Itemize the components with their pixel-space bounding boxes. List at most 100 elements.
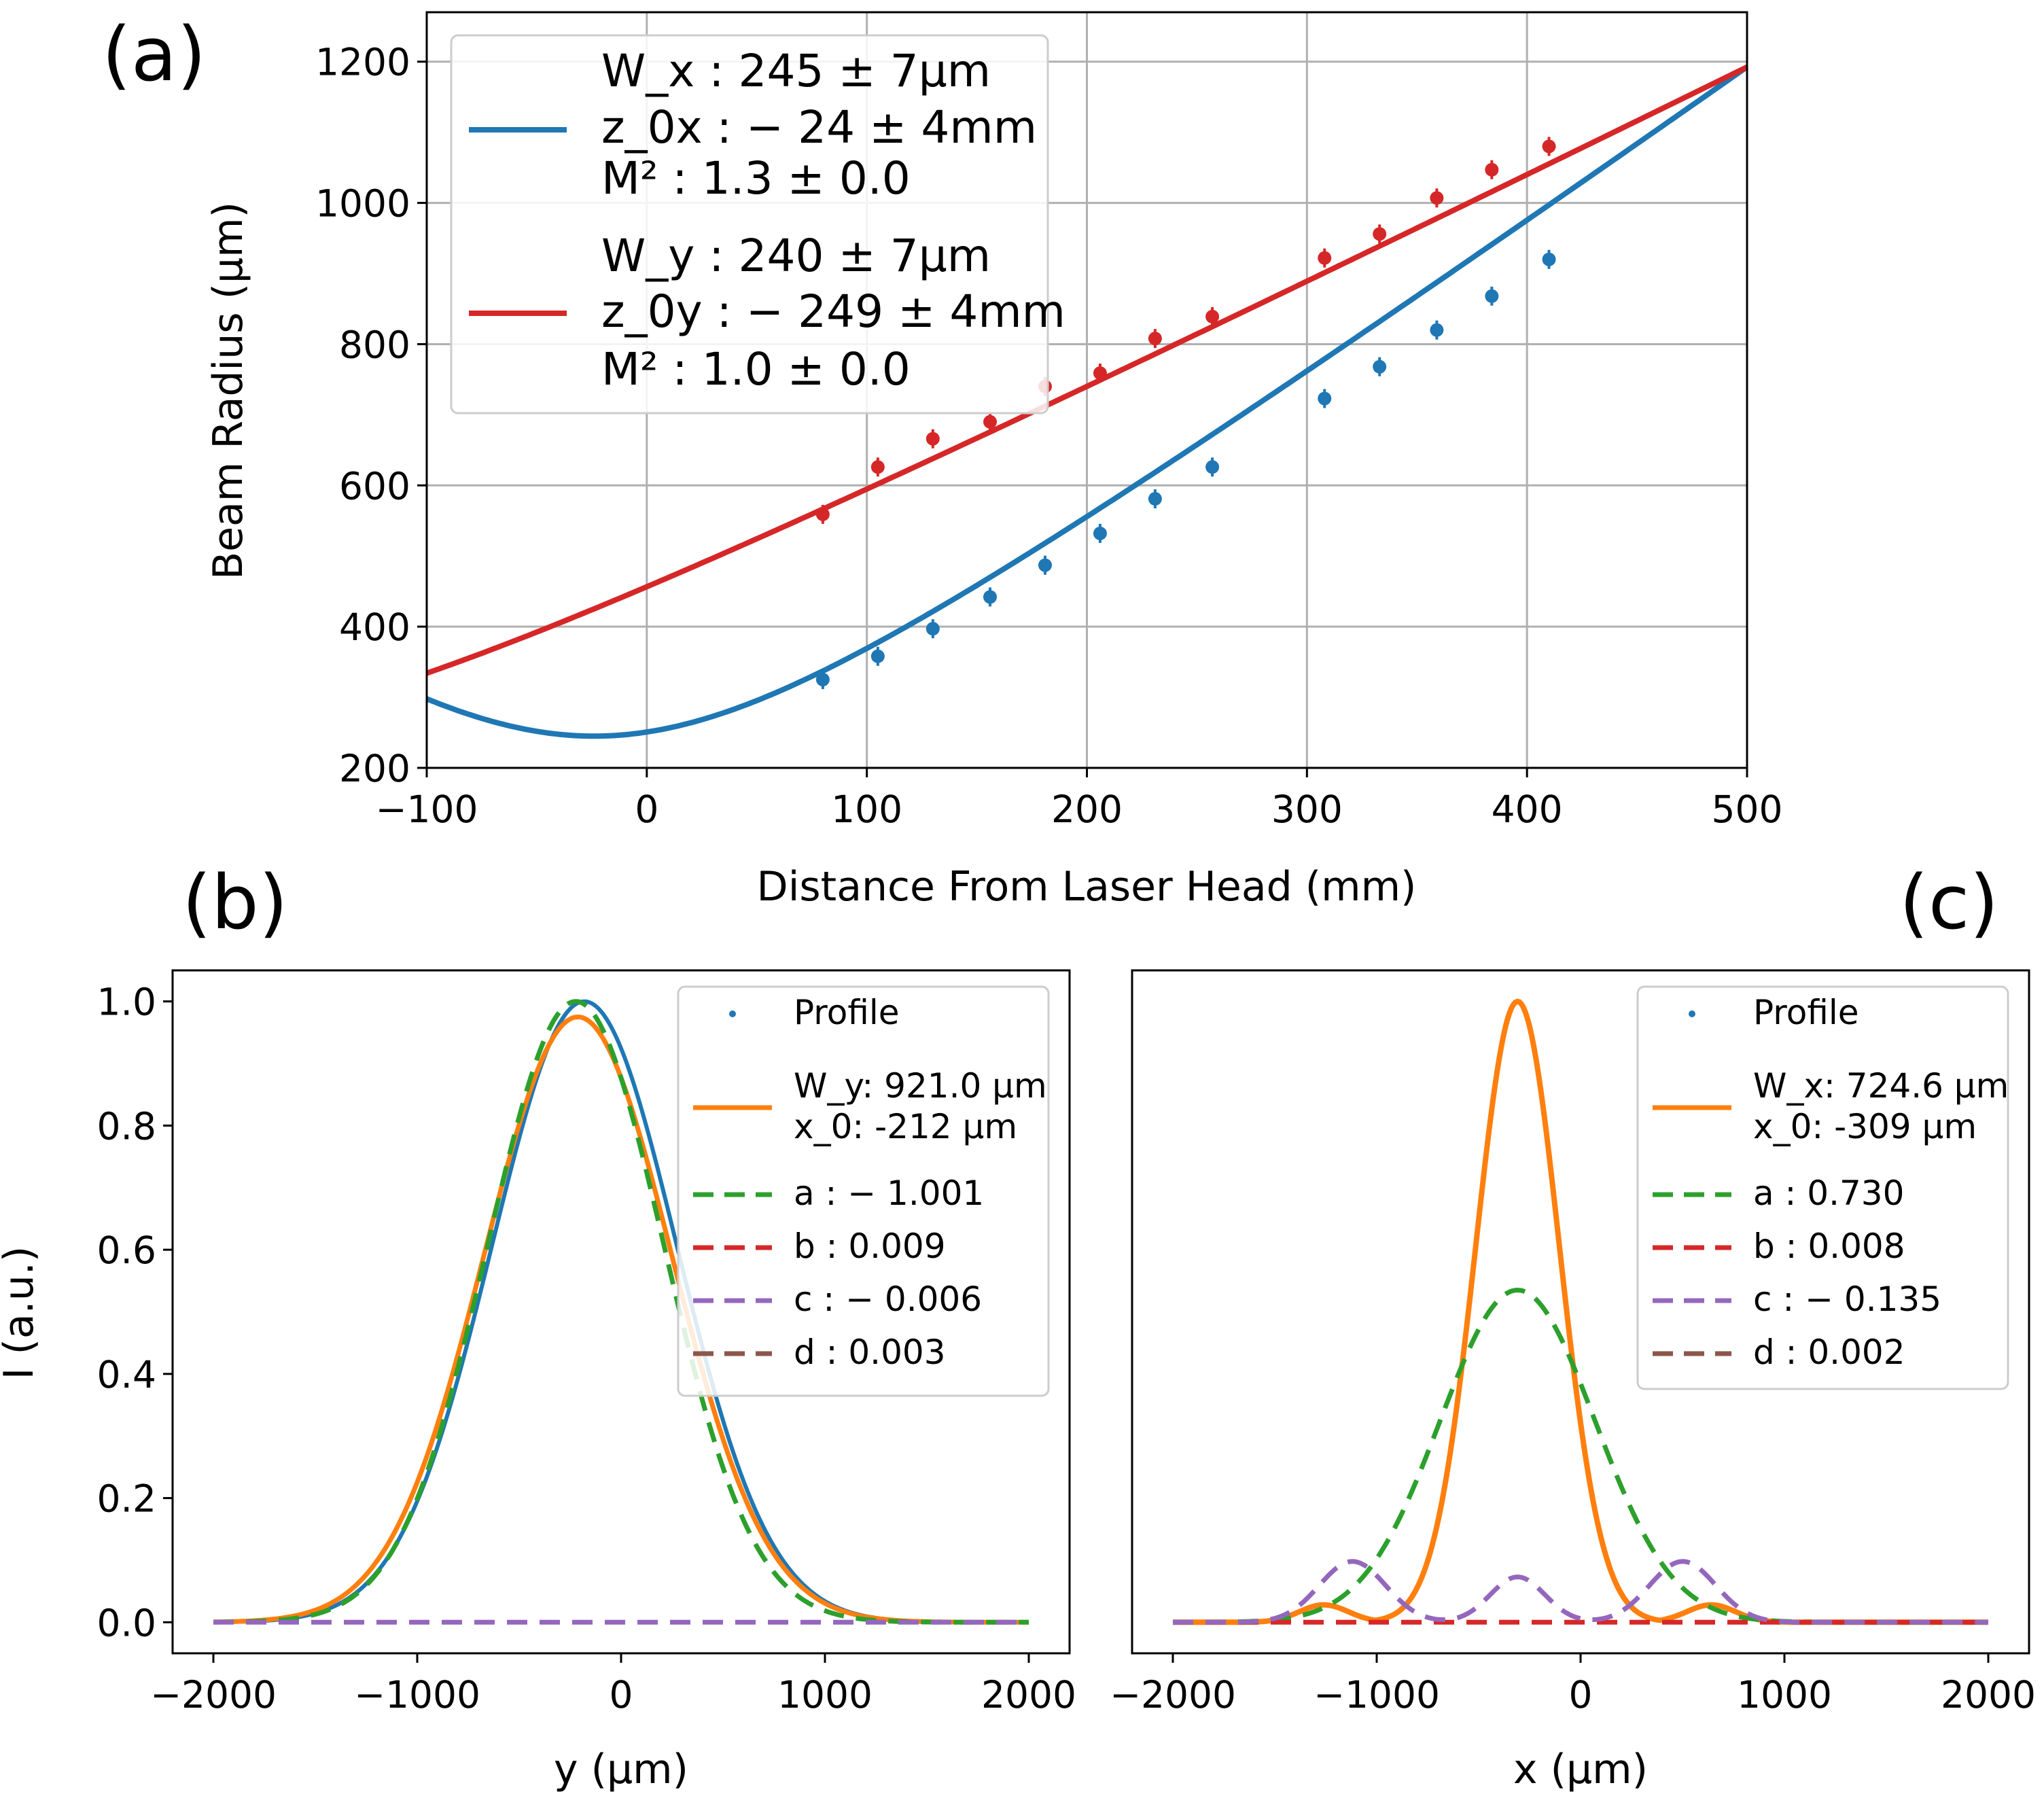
c-legend-text-3-0: b : 0.008 — [1753, 1227, 1905, 1266]
a-ylabel: Beam Radius (μm) — [205, 202, 252, 580]
c-legend: Profile W_x: 724.6 μmx_0: -309 μm a : 0.73… — [1636, 985, 2009, 1390]
chart-c: −2000 −1000 0 1000 2000 (c) x (μm) Profile W_… — [1110, 859, 2036, 1793]
c-legend-text-2-0: a : 0.730 — [1753, 1174, 1904, 1213]
c-legend-box — [1636, 985, 2009, 1390]
b-xtick-label: −2000 — [150, 1673, 277, 1716]
a-legend-m2x: M² : 1.3 ± 0.0 — [601, 152, 911, 205]
a-data-point — [1430, 323, 1444, 337]
c-xtick-label: 2000 — [1941, 1673, 2036, 1716]
b-legend-handle-0 — [729, 1010, 736, 1017]
a-data-point — [1038, 558, 1052, 572]
b-ticks: −2000 −1000 0 1000 2000 0.0 0.2 0.4 0.6 0.8 1.0 — [97, 981, 1076, 1716]
c-legend-text-1-1: x_0: -309 μm — [1753, 1107, 1977, 1146]
a-data-point — [1542, 252, 1556, 266]
c-legend-text-4-0: c : − 0.135 — [1753, 1280, 1941, 1319]
b-legend-text-3-0: b : 0.009 — [794, 1227, 946, 1266]
a-legend-wx: W_x : 245 ± 7μm — [601, 45, 991, 97]
a-data-point — [815, 507, 830, 521]
a-data-point — [1542, 139, 1556, 154]
b-ylabel: I (a.u.) — [0, 1246, 43, 1380]
a-data-point — [870, 460, 885, 474]
b-legend-text-1-1: x_0: -212 μm — [794, 1107, 1017, 1146]
a-legend-z0x: z_0x : − 24 ± 4mm — [601, 101, 1037, 154]
a-legend: W_x : 245 ± 7μm z_0x : − 24 ± 4mm M² : 1… — [450, 34, 1065, 415]
c-legend-text-1-0: W_x: 724.6 μm — [1753, 1066, 2009, 1106]
c-ticks: −2000 −1000 0 1000 2000 — [1110, 1653, 2036, 1716]
c-xlabel: x (μm) — [1513, 1746, 1648, 1793]
a-fit-line-1 — [425, 65, 1748, 676]
b-legend-text-1-0: W_y: 921.0 μm — [794, 1066, 1047, 1106]
a-data-point — [1373, 359, 1387, 374]
a-panel-label: (a) — [102, 11, 206, 98]
b-ytick-label: 0.6 — [97, 1229, 156, 1272]
b-xtick-label: 1000 — [777, 1673, 873, 1716]
b-a-term-line — [213, 999, 1029, 1625]
c-legend-text-0-0: Profile — [1753, 993, 1858, 1032]
a-data-point — [1485, 289, 1499, 303]
a-xtick-label: 200 — [1051, 788, 1123, 831]
c-xtick-label: −1000 — [1314, 1673, 1440, 1716]
c-legend-text-5-0: d : 0.002 — [1753, 1333, 1905, 1372]
c-c-term-line — [1173, 1559, 1988, 1625]
a-ytick-label: 200 — [339, 747, 410, 790]
a-data-point — [926, 622, 940, 636]
b-ytick-label: 0.8 — [97, 1104, 156, 1148]
a-data-point — [983, 590, 998, 604]
a-data-point — [1148, 332, 1162, 346]
a-ytick-label: 600 — [339, 464, 410, 508]
a-data-point — [870, 649, 885, 663]
a-data-point — [1430, 191, 1444, 205]
c-panel-label: (c) — [1899, 859, 1998, 946]
b-xtick-label: 0 — [610, 1673, 633, 1716]
a-data-point — [1093, 366, 1107, 381]
a-ytick-label: 1200 — [315, 41, 410, 84]
a-legend-z0y: z_0y : − 249 ± 4mm — [601, 285, 1065, 338]
chart-a: −100 0 100 200 300 400 500 200 400 600 800 1000 1200… — [102, 11, 1782, 911]
a-xtick-label: 0 — [635, 788, 658, 831]
a-legend-m2y: M² : 1.0 ± 0.0 — [601, 343, 911, 395]
a-ytick-label: 1000 — [315, 182, 410, 226]
a-data-point — [1093, 526, 1107, 540]
a-data-point — [926, 432, 940, 446]
c-xtick-label: −2000 — [1110, 1673, 1236, 1716]
c-legend-handle-0 — [1689, 1010, 1695, 1017]
b-xtick-label: 2000 — [981, 1673, 1076, 1716]
b-legend: Profile W_y: 921.0 μmx_0: -212 μm a : − 1.… — [677, 985, 1050, 1397]
a-xtick-label: −100 — [375, 788, 478, 831]
b-legend-text-5-0: d : 0.003 — [794, 1333, 946, 1372]
a-ytick-label: 400 — [339, 605, 410, 649]
b-legend-text-4-0: c : − 0.006 — [794, 1280, 982, 1319]
a-xlabel: Distance From Laser Head (mm) — [757, 863, 1417, 911]
b-panel-label: (b) — [182, 859, 288, 946]
a-data-point — [815, 673, 830, 687]
a-data-point — [1318, 251, 1332, 265]
a-data-point — [1205, 309, 1220, 323]
b-xtick-label: −1000 — [354, 1673, 480, 1716]
c-xtick-label: 0 — [1569, 1673, 1593, 1716]
b-legend-text-2-0: a : − 1.001 — [794, 1174, 984, 1213]
b-plot-area — [213, 999, 1029, 1625]
a-data-point — [1205, 460, 1220, 474]
a-legend-box — [450, 34, 1049, 415]
a-ytick-label: 800 — [339, 323, 410, 366]
b-xlabel: y (μm) — [554, 1746, 688, 1793]
a-plot-area — [425, 65, 1749, 739]
b-ytick-label: 0.2 — [97, 1477, 156, 1521]
a-xtick-label: 100 — [831, 788, 902, 831]
b-legend-box — [677, 985, 1050, 1397]
a-xtick-label: 300 — [1271, 788, 1343, 831]
b-legend-text-0-0: Profile — [794, 993, 899, 1032]
b-ytick-label: 0.4 — [97, 1353, 156, 1396]
a-xtick-label: 500 — [1712, 788, 1783, 831]
a-data-point — [1148, 492, 1162, 506]
b-ytick-label: 1.0 — [97, 981, 156, 1024]
b-ytick-label: 0.0 — [97, 1601, 156, 1644]
chart-b: −2000 −1000 0 1000 2000 0.0 0.2 0.4 0.6 0.8 1.0 (b… — [0, 859, 1076, 1793]
a-xtick-label: 400 — [1492, 788, 1563, 831]
c-plot-area — [1173, 998, 1988, 1625]
a-legend-wy: W_y : 240 ± 7μm — [601, 230, 991, 282]
a-data-point — [1318, 391, 1332, 406]
a-fit-line-0 — [425, 65, 1749, 739]
a-data-point — [1485, 162, 1499, 177]
